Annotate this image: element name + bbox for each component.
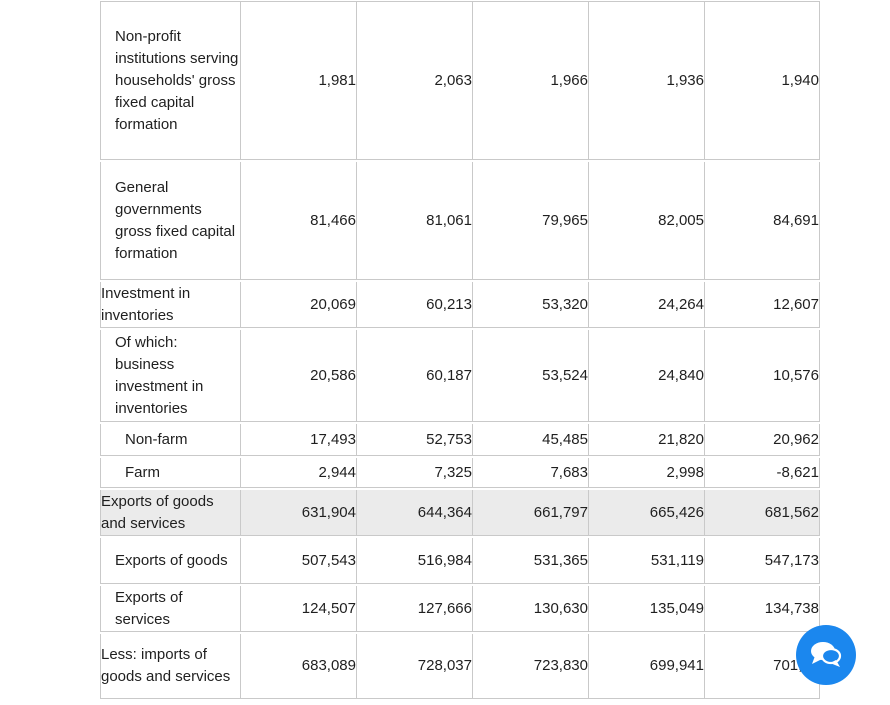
value-cell: 81,466 [240,162,356,280]
value-cell: 60,213 [356,282,472,328]
value-cell: 2,998 [588,458,704,488]
value-cell: 20,962 [704,424,820,456]
row-label: Less: imports of goods and services [100,634,240,699]
value-cell: 665,426 [588,490,704,536]
value-cell: 12,607 [704,282,820,328]
table-row: General governments gross fixed capital … [100,162,820,280]
chat-launcher-button[interactable] [796,625,856,685]
table-body: Non-profit institutions serving househol… [100,1,820,699]
chat-bubbles-icon [809,640,843,670]
value-cell: 20,069 [240,282,356,328]
value-cell: 79,965 [472,162,588,280]
value-cell: 723,830 [472,634,588,699]
value-cell: 1,966 [472,1,588,160]
value-cell: 24,840 [588,330,704,422]
value-cell: 1,940 [704,1,820,160]
value-cell: 24,264 [588,282,704,328]
value-cell: 84,691 [704,162,820,280]
value-cell: 507,543 [240,538,356,584]
row-label: Non-profit institutions serving househol… [100,1,240,160]
value-cell: 644,364 [356,490,472,536]
value-cell: 20,586 [240,330,356,422]
value-cell: 10,576 [704,330,820,422]
value-cell: 516,984 [356,538,472,584]
value-cell: 60,187 [356,330,472,422]
row-label: Non-farm [100,424,240,456]
value-cell: 45,485 [472,424,588,456]
table-row: Less: imports of goods and services 683,0… [100,634,820,699]
row-label: Of which: business investment in invento… [100,330,240,422]
value-cell: 531,365 [472,538,588,584]
value-cell: 661,797 [472,490,588,536]
row-label: Exports of goods and services [100,490,240,536]
value-cell: 531,119 [588,538,704,584]
value-cell: 547,173 [704,538,820,584]
row-label: Investment in inventories [100,282,240,328]
value-cell: 681,562 [704,490,820,536]
value-cell: 53,320 [472,282,588,328]
value-cell: 21,820 [588,424,704,456]
value-cell: 699,941 [588,634,704,699]
row-label: General governments gross fixed capital … [100,162,240,280]
table-row: Exports of services 124,507 127,666 130,630… [100,586,820,632]
row-label: Exports of goods [100,538,240,584]
value-cell: 127,666 [356,586,472,632]
value-cell: 2,944 [240,458,356,488]
table-row: Investment in inventories 20,069 60,213 53,… [100,282,820,328]
table-row: Non-farm 17,493 52,753 45,485 21,820 20,962 [100,424,820,456]
value-cell: 7,683 [472,458,588,488]
value-cell: 1,936 [588,1,704,160]
value-cell: 124,507 [240,586,356,632]
table-row: Exports of goods and services 631,904 644,… [100,490,820,536]
value-cell: 135,049 [588,586,704,632]
value-cell: 631,904 [240,490,356,536]
value-cell: 683,089 [240,634,356,699]
value-cell: -8,621 [704,458,820,488]
table-row: Farm 2,944 7,325 7,683 2,998 -8,621 [100,458,820,488]
statistics-table: Non-profit institutions serving househol… [100,0,820,701]
value-cell: 134,738 [704,586,820,632]
row-label: Farm [100,458,240,488]
value-cell: 52,753 [356,424,472,456]
data-table-container: Non-profit institutions serving househol… [100,0,820,701]
table-row: Of which: business investment in invento… [100,330,820,422]
value-cell: 1,981 [240,1,356,160]
table-row: Non-profit institutions serving househol… [100,1,820,160]
row-label: Exports of services [100,586,240,632]
value-cell: 17,493 [240,424,356,456]
table-row: Exports of goods 507,543 516,984 531,365 531… [100,538,820,584]
value-cell: 82,005 [588,162,704,280]
value-cell: 7,325 [356,458,472,488]
value-cell: 53,524 [472,330,588,422]
value-cell: 130,630 [472,586,588,632]
value-cell: 2,063 [356,1,472,160]
value-cell: 728,037 [356,634,472,699]
value-cell: 81,061 [356,162,472,280]
